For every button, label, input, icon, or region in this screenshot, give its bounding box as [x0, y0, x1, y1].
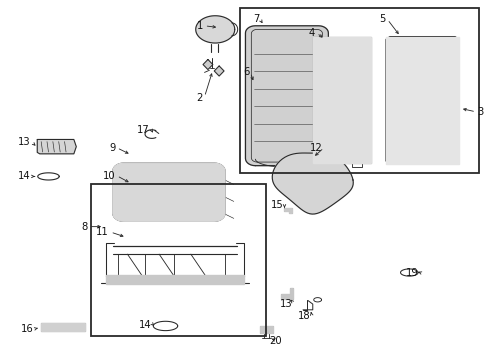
Polygon shape [105, 275, 244, 284]
Text: 20: 20 [269, 336, 282, 346]
Text: 11: 11 [96, 227, 109, 237]
Text: 14: 14 [18, 171, 31, 181]
Text: 4: 4 [308, 28, 315, 38]
Polygon shape [281, 288, 292, 299]
Text: 1: 1 [196, 21, 203, 31]
Text: 14: 14 [139, 320, 152, 330]
Text: 15: 15 [270, 200, 283, 210]
Polygon shape [195, 16, 234, 43]
Text: 5: 5 [379, 14, 385, 24]
Text: 17: 17 [136, 125, 149, 135]
Text: 6: 6 [243, 67, 249, 77]
Text: 7: 7 [252, 14, 259, 24]
Text: 12: 12 [309, 143, 322, 153]
Polygon shape [272, 153, 352, 214]
Polygon shape [203, 59, 212, 69]
Bar [239, 8, 478, 173]
Text: 9: 9 [109, 143, 115, 153]
Text: 13: 13 [18, 138, 31, 147]
Polygon shape [284, 208, 292, 213]
Text: 2: 2 [196, 93, 203, 103]
Polygon shape [214, 66, 224, 76]
Text: 8: 8 [81, 222, 87, 231]
Polygon shape [259, 325, 273, 333]
Text: 16: 16 [21, 324, 34, 334]
Polygon shape [113, 163, 224, 221]
Polygon shape [385, 37, 458, 164]
Polygon shape [37, 139, 76, 154]
Polygon shape [245, 26, 328, 166]
Polygon shape [312, 37, 370, 163]
Text: 19: 19 [406, 268, 418, 278]
Text: 3: 3 [477, 107, 483, 117]
Text: 10: 10 [102, 171, 115, 181]
Text: 18: 18 [298, 311, 310, 321]
Bar [91, 184, 266, 336]
Text: 13: 13 [279, 299, 292, 309]
Polygon shape [41, 323, 84, 331]
